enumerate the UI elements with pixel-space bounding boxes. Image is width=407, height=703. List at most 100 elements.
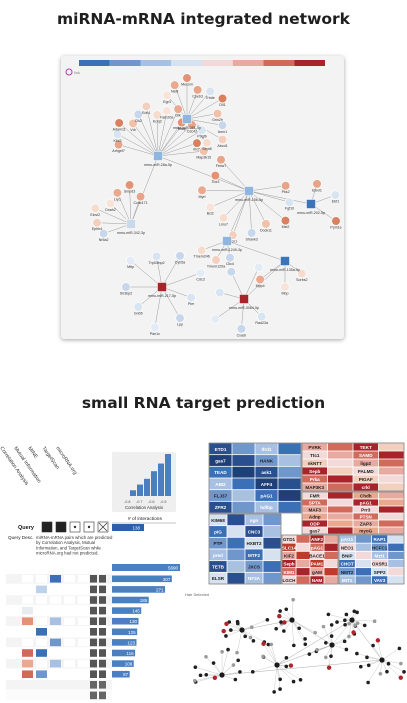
- gene-node[interactable]: [205, 86, 215, 97]
- graph-node[interactable]: [236, 658, 240, 663]
- treemap-cell[interactable]: [278, 466, 301, 478]
- graph-node[interactable]: [372, 619, 377, 624]
- gene-node[interactable]: [312, 179, 322, 189]
- graph-node[interactable]: [204, 672, 209, 677]
- graph-node[interactable]: [198, 673, 203, 678]
- treemap-cell[interactable]: [209, 514, 227, 526]
- treemap-cell[interactable]: [327, 483, 353, 491]
- treemap-cell[interactable]: [339, 543, 355, 551]
- treemap-cell[interactable]: [209, 526, 227, 537]
- gene-node[interactable]: [217, 134, 228, 145]
- treemap-cell[interactable]: [378, 483, 404, 491]
- gene-node[interactable]: [330, 190, 341, 200]
- treemap-cell[interactable]: [339, 535, 355, 543]
- gene-node[interactable]: [280, 216, 291, 226]
- treemap-cell[interactable]: [310, 535, 324, 543]
- treemap-cell[interactable]: [353, 443, 379, 451]
- treemap-cell[interactable]: [310, 543, 324, 551]
- gene-node[interactable]: [281, 181, 291, 191]
- graph-node[interactable]: [238, 670, 242, 674]
- treemap-cell[interactable]: [378, 459, 404, 467]
- treemap-cell[interactable]: [327, 513, 353, 520]
- graph-node[interactable]: [298, 678, 303, 682]
- graph-node[interactable]: [366, 680, 370, 685]
- treemap-cell[interactable]: [339, 568, 355, 576]
- treemap-cell[interactable]: [353, 520, 379, 527]
- graph-node[interactable]: [307, 652, 312, 656]
- gene-node[interactable]: [175, 313, 185, 323]
- graph-node[interactable]: [248, 635, 253, 640]
- graph-node[interactable]: [291, 679, 296, 684]
- graph-node[interactable]: [282, 629, 286, 633]
- treemap-cell[interactable]: [327, 506, 353, 513]
- treemap-cell[interactable]: [378, 506, 404, 513]
- mirna-hub-node[interactable]: [157, 282, 167, 292]
- treemap-cell[interactable]: [263, 537, 281, 549]
- gene-node[interactable]: [186, 293, 196, 303]
- treemap-cell[interactable]: [388, 551, 404, 560]
- treemap-cell[interactable]: [232, 490, 255, 501]
- graph-node[interactable]: [193, 678, 197, 683]
- treemap-cell[interactable]: [255, 478, 278, 490]
- query-set-toggle[interactable]: [55, 521, 67, 533]
- graph-node[interactable]: [355, 621, 360, 625]
- graph-node[interactable]: [329, 654, 333, 658]
- graph-hub-node[interactable]: [274, 662, 280, 668]
- intersection-bar[interactable]: [112, 617, 139, 625]
- graph-node[interactable]: [344, 612, 349, 617]
- treemap-cell[interactable]: [327, 520, 353, 527]
- graph-node[interactable]: [303, 637, 307, 641]
- treemap-cell[interactable]: [263, 561, 281, 572]
- graph-node[interactable]: [243, 634, 247, 639]
- treemap-cell[interactable]: [263, 514, 281, 526]
- mirna-hub-node[interactable]: [182, 114, 192, 124]
- gene-node[interactable]: [197, 185, 207, 195]
- graph-node[interactable]: [347, 621, 351, 626]
- graph-node[interactable]: [250, 670, 255, 674]
- graph-hub-node[interactable]: [289, 617, 295, 623]
- gene-node[interactable]: [212, 109, 223, 119]
- treemap-cell[interactable]: [227, 572, 245, 584]
- gene-node[interactable]: [193, 85, 203, 95]
- treemap-cell[interactable]: [302, 467, 328, 475]
- graph-node[interactable]: [355, 651, 359, 656]
- graph-node[interactable]: [278, 677, 282, 682]
- graph-node[interactable]: [365, 655, 369, 660]
- mirna-hub-node[interactable]: [239, 294, 249, 304]
- treemap-cell[interactable]: [324, 568, 338, 576]
- gene-node[interactable]: [192, 138, 202, 148]
- gene-node[interactable]: [152, 251, 162, 262]
- treemap-cell[interactable]: [278, 490, 301, 501]
- graph-node[interactable]: [303, 642, 308, 647]
- graph-node[interactable]: [366, 663, 371, 668]
- gene-node[interactable]: [128, 118, 138, 129]
- graph-node[interactable]: [284, 656, 289, 660]
- graph-node[interactable]: [212, 675, 218, 681]
- treemap-cell[interactable]: [355, 576, 372, 584]
- treemap-cell[interactable]: [296, 543, 310, 551]
- gene-node[interactable]: [217, 93, 228, 104]
- intersection-bar[interactable]: [112, 649, 136, 657]
- graph-node[interactable]: [343, 618, 347, 623]
- treemap-cell[interactable]: [209, 572, 227, 584]
- gene-node[interactable]: [99, 228, 109, 239]
- gene-node[interactable]: [125, 256, 136, 266]
- graph-node[interactable]: [291, 597, 295, 602]
- intersection-bar[interactable]: [112, 670, 130, 678]
- treemap-cell[interactable]: [324, 535, 338, 543]
- graph-node[interactable]: [277, 613, 282, 619]
- treemap-cell[interactable]: [302, 520, 328, 527]
- graph-hub-node[interactable]: [219, 672, 225, 678]
- treemap-cell[interactable]: [278, 455, 301, 466]
- graph-node[interactable]: [343, 622, 347, 627]
- graph-node[interactable]: [224, 621, 229, 627]
- treemap-cell[interactable]: [302, 506, 328, 513]
- gene-node[interactable]: [162, 106, 172, 116]
- graph-node[interactable]: [355, 610, 359, 615]
- gene-node[interactable]: [236, 324, 246, 334]
- graph-node[interactable]: [278, 687, 282, 691]
- treemap-cell[interactable]: [296, 559, 310, 568]
- treemap-cell[interactable]: [209, 549, 227, 561]
- gene-node[interactable]: [124, 180, 135, 190]
- graph-node[interactable]: [233, 677, 238, 682]
